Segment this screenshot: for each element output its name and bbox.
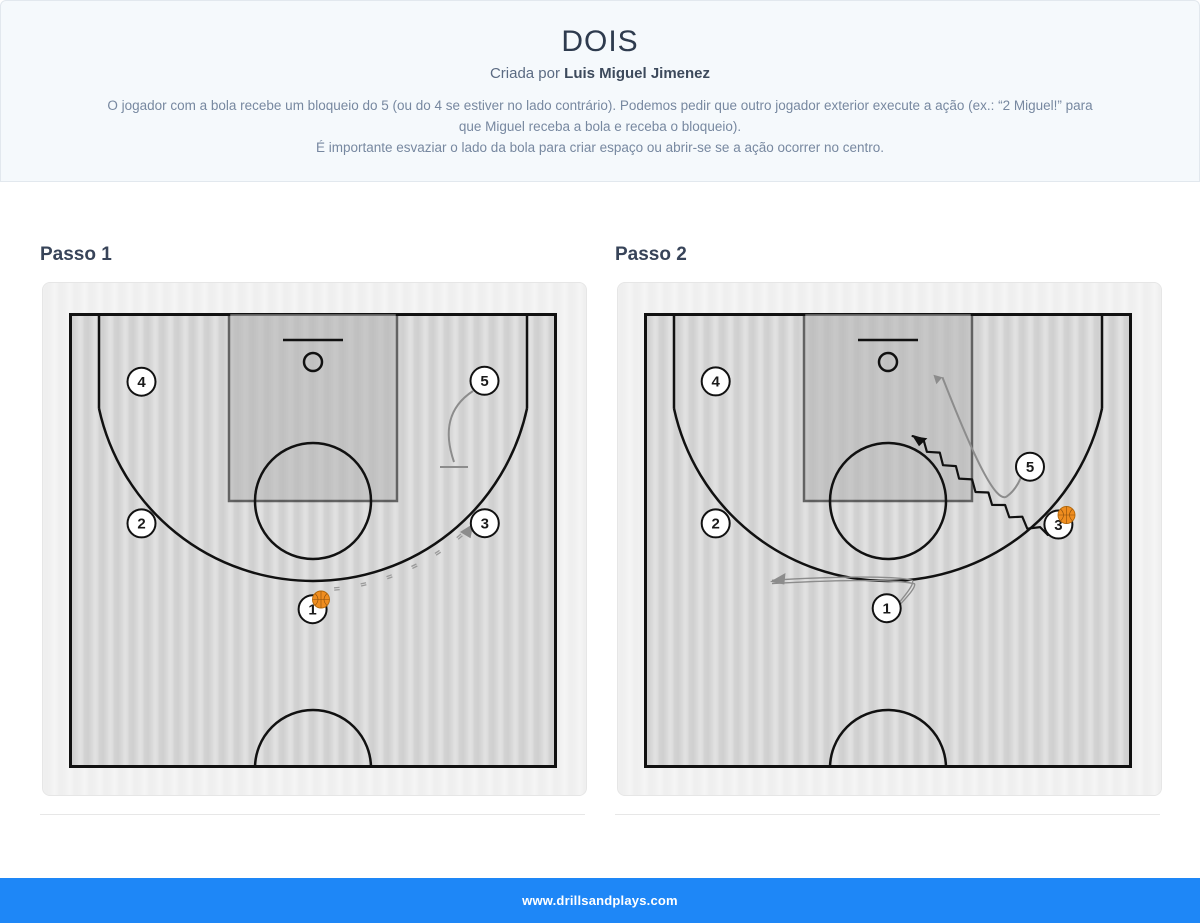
- svg-text:5: 5: [1026, 459, 1034, 476]
- svg-text:3: 3: [481, 516, 489, 533]
- svg-text:1: 1: [883, 601, 891, 618]
- svg-text:2: 2: [137, 516, 145, 533]
- svg-text:4: 4: [137, 374, 146, 391]
- svg-text:2: 2: [712, 516, 720, 533]
- svg-text:4: 4: [712, 374, 721, 391]
- svg-text:5: 5: [480, 373, 488, 390]
